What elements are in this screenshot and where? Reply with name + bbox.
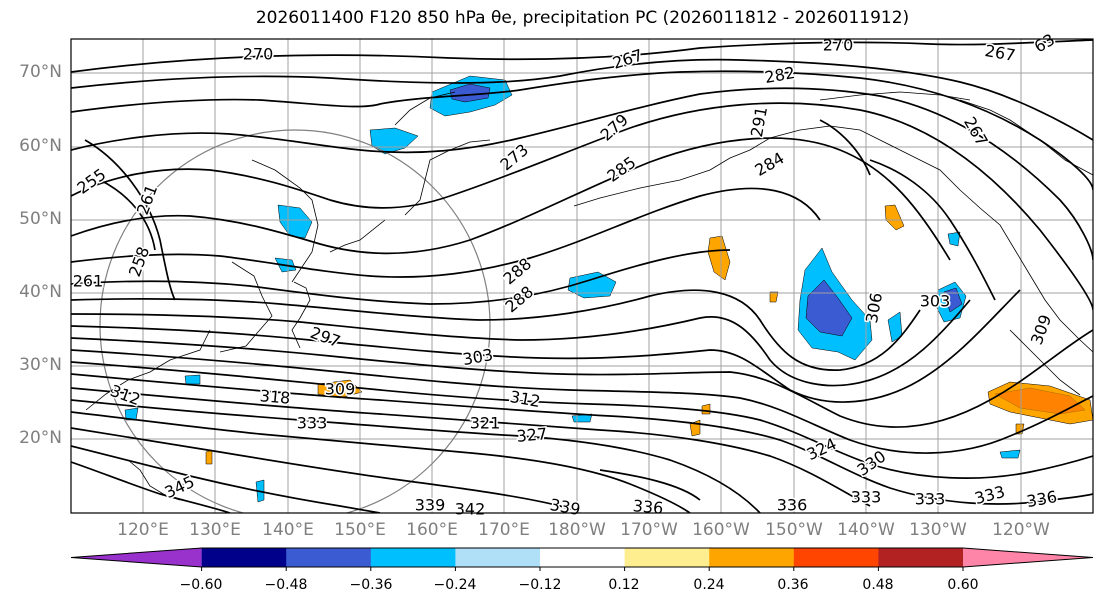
contour-label: 270 [243,45,274,64]
colorbar-swatch [201,548,287,567]
contour-label: 333 [851,488,882,507]
contour-label: 303 [920,292,951,311]
contour-label: 273 [497,140,533,174]
contour-label: 261 [73,272,104,291]
lat-label-40n: 40°N [19,282,62,302]
colorbar-label: −0.12 [518,577,562,593]
colorbar-label: −0.60 [179,577,223,593]
lon-label-140e: 140°E [262,520,314,540]
lon-label-120w: 120°W [992,520,1050,540]
contour-label: 270 [823,36,854,55]
graticule [71,39,1093,513]
contour-label: 258 [125,244,153,279]
colorbar-label: 0.60 [947,577,979,593]
colorbar-label: −0.36 [349,577,393,593]
lon-label-170w: 170°W [620,520,678,540]
contour-label: 333 [297,414,328,433]
colorbar-swatch [370,548,456,567]
range-circle [99,129,491,513]
contour-label: 288 [500,254,536,288]
colorbar-swatch [624,548,710,567]
contour-label: 306 [862,291,886,324]
lon-label-160w: 160°W [692,520,750,540]
colorbar-swatch [286,548,372,567]
colorbar-extension-max [963,548,1093,567]
contour-label: 267 [610,45,645,73]
contour-label: 333 [915,490,946,509]
contour-label: 297 [308,323,343,351]
contour-label: 336 [1025,487,1058,511]
contour-label: 288 [502,282,538,316]
precip-positive-areas [205,204,1093,465]
colorbar-extension-min [71,548,202,567]
plot-area [71,39,1093,513]
contour-label: 285 [603,153,639,186]
colorbar-label: −0.48 [264,577,308,593]
lon-label-150e: 150°E [334,520,386,540]
lat-label-30n: 30°N [19,355,62,375]
contour-label: 339 [548,495,581,519]
colorbar-swatch [540,548,626,567]
contour-label: 291 [747,105,771,138]
theta-e-contours [71,39,1093,513]
contour-label: 309 [325,380,356,399]
map-title: 2026011400 F120 850 hPa θe, precipitatio… [255,8,910,28]
colorbar-swatch [878,548,964,567]
lon-label-170e: 170°E [478,520,530,540]
lon-label-160e: 160°E [406,520,458,540]
contour-label: 321 [470,414,501,433]
lat-label-60n: 60°N [19,136,62,156]
lat-label-50n: 50°N [19,209,62,229]
contour-label: 303 [461,345,494,369]
lon-label-180w: 180°W [548,520,606,540]
lon-label-130w: 130°W [909,520,967,540]
contour-label: 336 [632,496,664,518]
contour-label: 284 [752,148,788,180]
precip-negative-areas [124,75,1021,503]
colorbar-label: 0.36 [777,577,809,593]
contour-label: 282 [763,63,796,87]
colorbar [70,547,1094,571]
contour-label: 339 [415,496,446,515]
contour-label: 267 [983,41,1016,65]
contour-label: 333 [973,482,1007,508]
lat-label-20n: 20°N [19,428,62,448]
contour-label: 342 [455,500,486,519]
colorbar-label: 0.12 [608,577,640,593]
contour-label: 63 [1031,30,1058,57]
colorbar-swatch [793,548,879,567]
contour-label: 318 [259,386,291,408]
plot-frame [70,38,1094,514]
colorbar-label: 0.48 [862,577,894,593]
contour-label: 327 [516,424,548,446]
colorbar-swatch [709,548,795,567]
colorbar-label: −0.24 [433,577,477,593]
lon-label-130e: 130°E [189,520,241,540]
contour-label: 312 [508,387,541,411]
contour-label: 309 [1027,312,1055,347]
lon-label-140w: 140°W [837,520,895,540]
lon-label-150w: 150°W [765,520,823,540]
contour-label: 261 [133,182,161,217]
lon-label-120e: 120°E [117,520,169,540]
colorbar-label: 0.24 [693,577,725,593]
lat-label-70n: 70°N [19,62,62,82]
colorbar-swatch [455,548,541,567]
contour-label: 336 [777,496,808,515]
contour-label: 267 [960,114,992,150]
